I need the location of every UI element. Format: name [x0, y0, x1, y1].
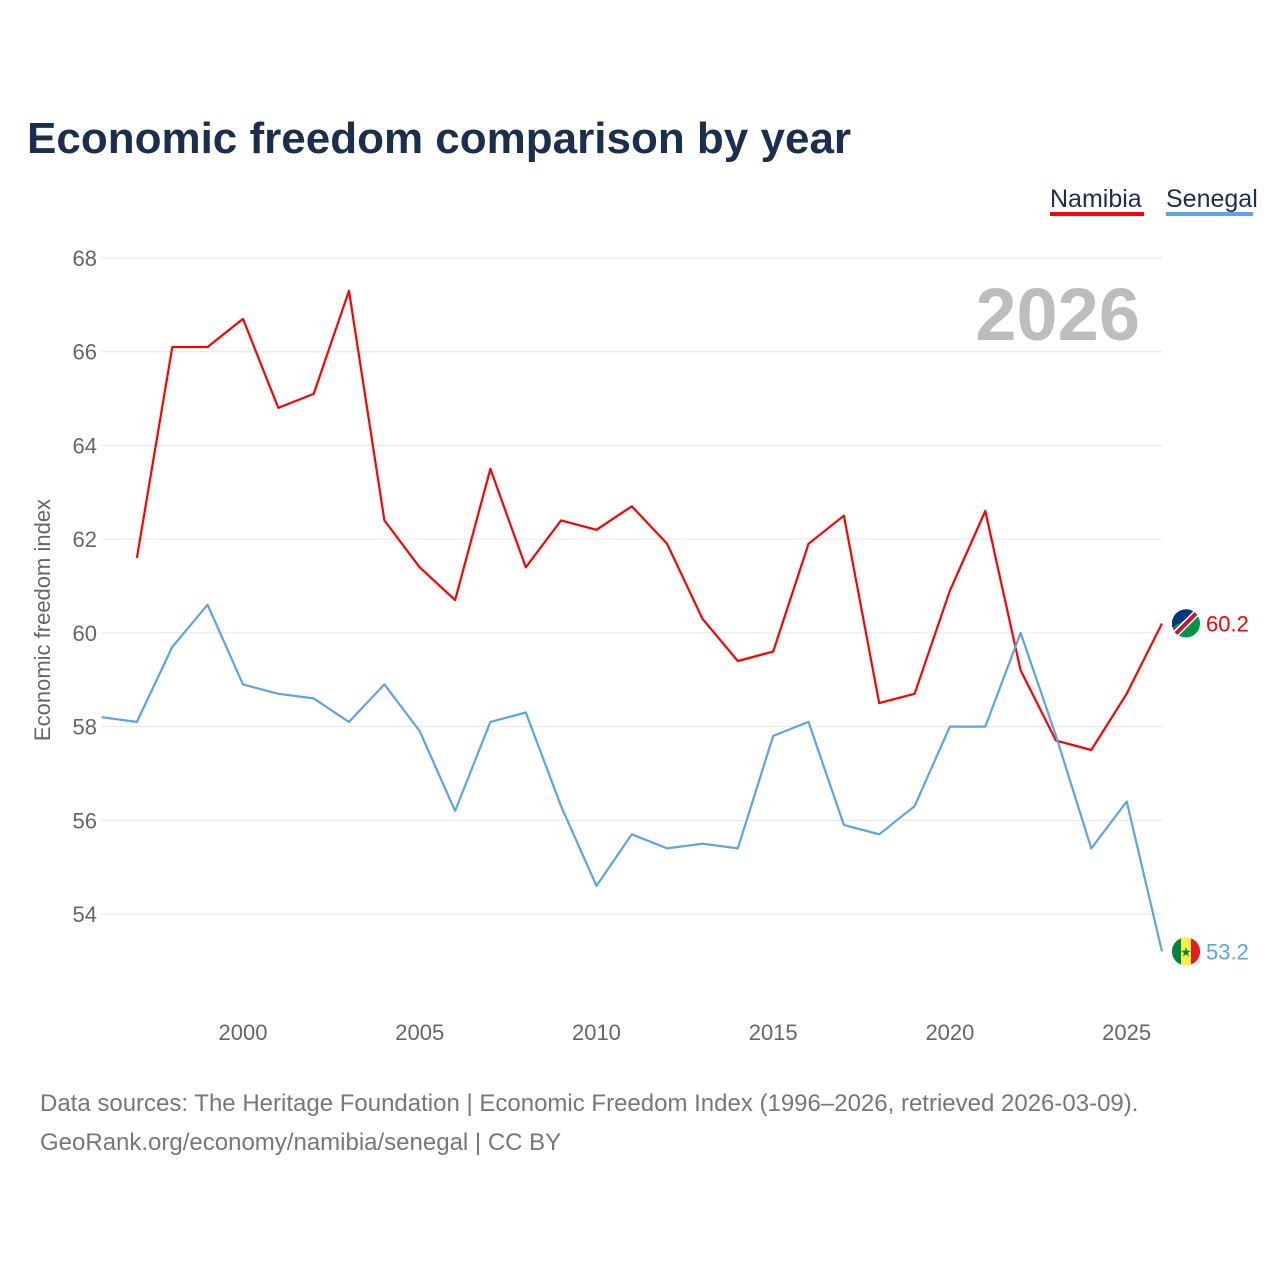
- legend-swatch: [1050, 212, 1144, 216]
- y-tick-label: 66: [73, 340, 97, 365]
- year-watermark: 2026: [975, 273, 1140, 356]
- namibia-flag-icon: [1171, 609, 1200, 638]
- legend-label: Namibia: [1050, 185, 1142, 213]
- x-tick-label: 2000: [219, 1020, 268, 1045]
- y-tick-label: 68: [73, 246, 97, 271]
- senegal-flag-icon: ★: [1171, 937, 1201, 966]
- x-tick-label: 2015: [749, 1020, 798, 1045]
- x-tick-label: 2025: [1102, 1020, 1151, 1045]
- series-line-senegal: [101, 603, 1164, 952]
- source-url: GeoRank.org/economy/namibia/senegal | CC…: [40, 1129, 561, 1156]
- chart-title: Economic freedom comparison by year: [27, 114, 851, 163]
- gridlines: 54 56 58 60 62 64 66 68 2000 2005 2010 2015 2020 2025: [73, 246, 1162, 1045]
- legend-item-namibia[interactable]: Namibia: [1050, 185, 1144, 216]
- y-tick-label: 58: [73, 715, 97, 740]
- x-tick-label: 2005: [395, 1020, 444, 1045]
- svg-text:★: ★: [1180, 944, 1192, 959]
- end-value-label: 53.2: [1206, 939, 1249, 964]
- y-tick-label: 54: [73, 902, 97, 927]
- legend-swatch: [1166, 212, 1253, 216]
- legend-item-senegal[interactable]: Senegal: [1166, 185, 1258, 216]
- y-tick-label: 64: [73, 433, 97, 458]
- y-tick-label: 56: [73, 808, 97, 833]
- y-tick-label: 60: [73, 621, 97, 646]
- end-value-label: 60.2: [1206, 611, 1249, 636]
- y-axis-label: Economic freedom index: [30, 499, 55, 741]
- x-tick-label: 2020: [925, 1020, 974, 1045]
- series-line-namibia: [135, 289, 1163, 752]
- y-tick-label: 62: [73, 527, 97, 552]
- legend-label: Senegal: [1166, 185, 1258, 213]
- series-lines: 60.2 ★ 53.2: [101, 289, 1249, 966]
- legend: Namibia Senegal: [1050, 185, 1258, 216]
- source-text: Data sources: The Heritage Foundation | …: [40, 1090, 1138, 1117]
- x-tick-label: 2010: [572, 1020, 621, 1045]
